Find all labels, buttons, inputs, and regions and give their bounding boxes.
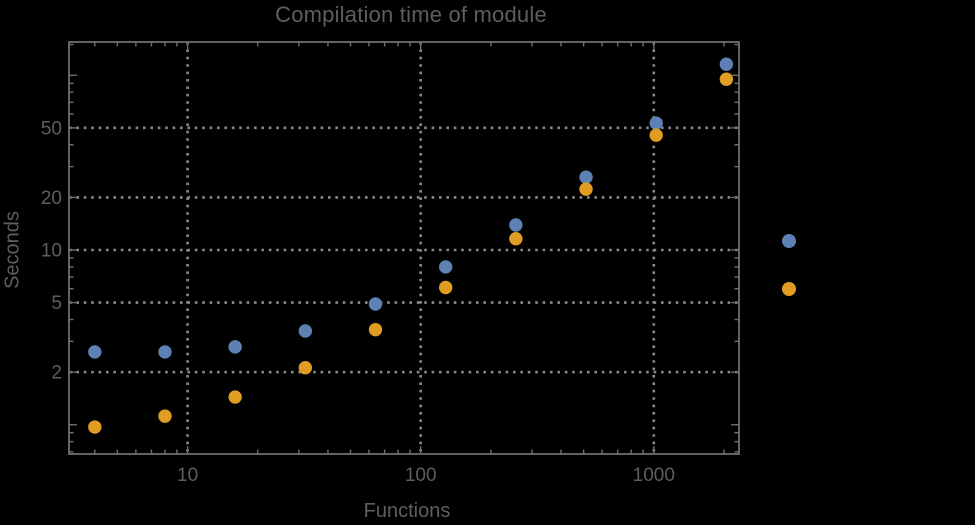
legend-marker-series-orange bbox=[782, 282, 796, 296]
y-tick-label-20: 20 bbox=[41, 188, 62, 209]
x-tick-label-1000: 1000 bbox=[633, 465, 675, 486]
data-point-series-blue-x4 bbox=[88, 345, 102, 359]
plot-frame bbox=[68, 41, 740, 455]
data-point-series-orange-x128 bbox=[438, 280, 453, 295]
data-point-series-orange-x512 bbox=[579, 182, 593, 196]
data-point-series-orange-x2048 bbox=[719, 72, 734, 86]
x-tick-label-10: 10 bbox=[177, 465, 198, 486]
data-point-series-blue-x32 bbox=[298, 324, 313, 338]
y-tick-label-5: 5 bbox=[51, 293, 62, 314]
data-point-series-orange-x256 bbox=[509, 232, 523, 246]
data-point-series-orange-x8 bbox=[158, 409, 172, 423]
data-point-series-orange-x4 bbox=[88, 420, 102, 434]
legend-marker-series-blue bbox=[782, 234, 796, 248]
data-point-series-blue-x8 bbox=[158, 345, 172, 359]
data-point-series-orange-x32 bbox=[298, 361, 313, 375]
data-point-series-orange-x64 bbox=[368, 322, 383, 337]
data-point-series-orange-x1024 bbox=[649, 128, 663, 142]
data-point-series-blue-x256 bbox=[509, 218, 523, 232]
data-point-series-blue-x512 bbox=[579, 170, 593, 184]
x-tick-label-100: 100 bbox=[405, 465, 437, 486]
data-point-series-blue-x2048 bbox=[719, 57, 734, 71]
data-point-series-orange-x16 bbox=[228, 390, 242, 404]
data-point-series-blue-x128 bbox=[438, 260, 453, 274]
y-tick-label-50: 50 bbox=[41, 118, 62, 139]
y-tick-label-10: 10 bbox=[41, 240, 62, 261]
data-point-series-blue-x64 bbox=[368, 297, 383, 311]
x-axis-label: Functions bbox=[363, 500, 451, 522]
y-tick-label-2: 2 bbox=[51, 363, 62, 384]
data-point-series-blue-x1024 bbox=[649, 116, 663, 130]
data-point-series-blue-x16 bbox=[228, 340, 242, 354]
chart-title: Compilation time of module bbox=[275, 2, 547, 27]
